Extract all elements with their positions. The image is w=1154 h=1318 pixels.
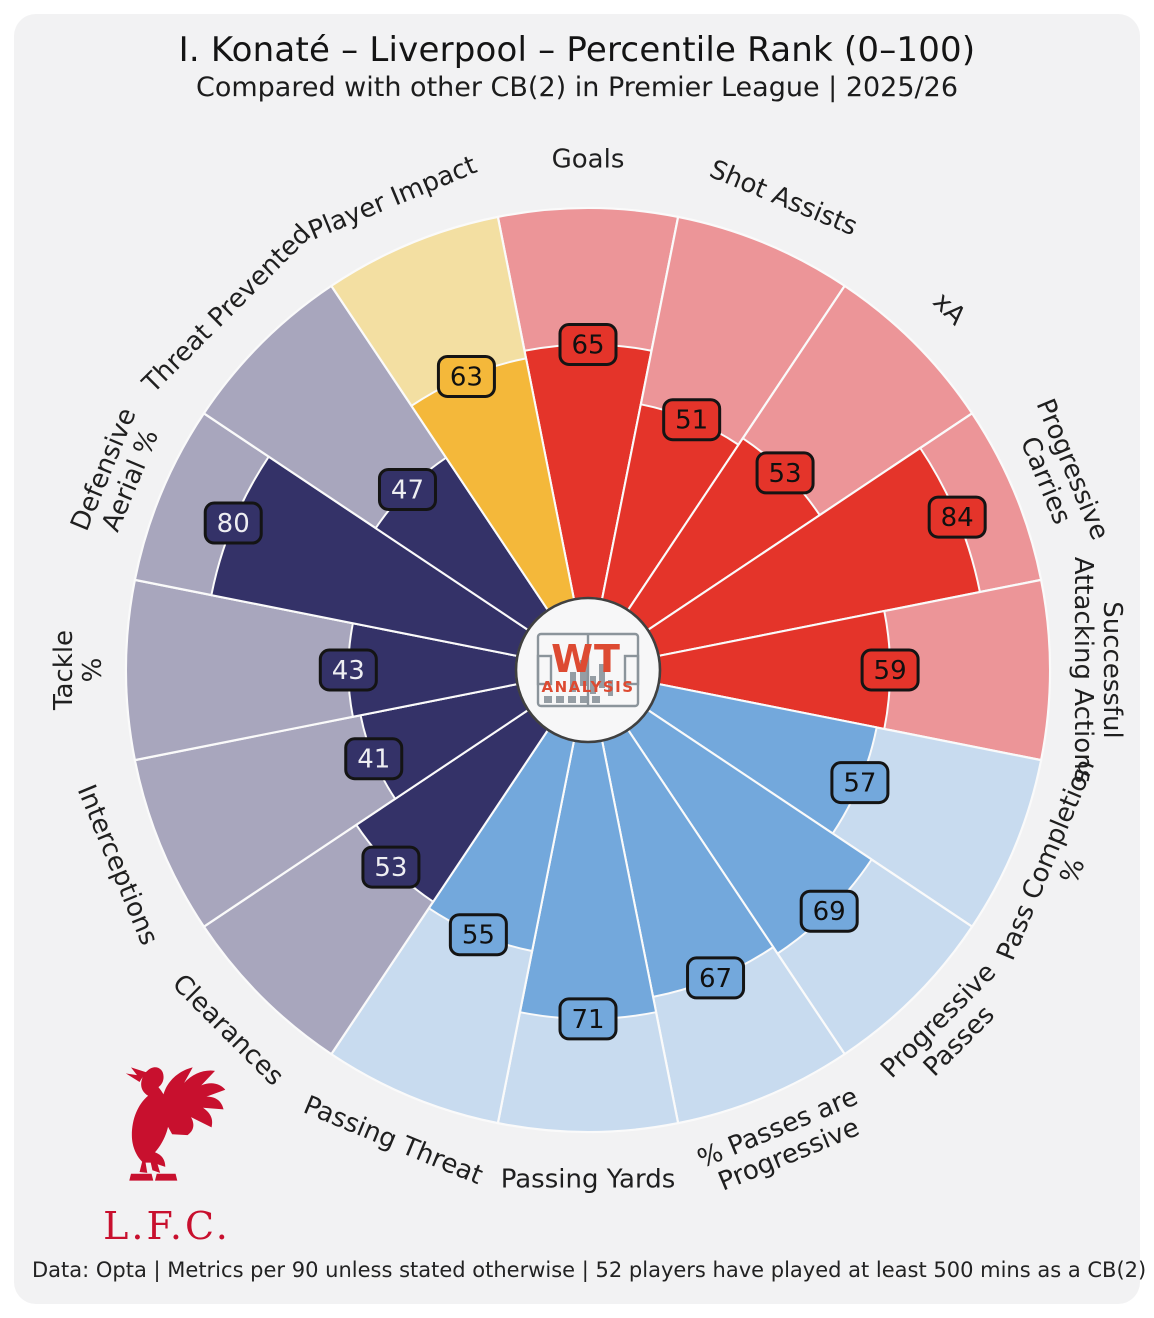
badge-value: 53 (374, 853, 407, 883)
value-badge: 47 (377, 467, 437, 511)
slice-passing-yards (496, 739, 680, 1134)
badge-value: 51 (675, 406, 708, 436)
badge-box (361, 845, 421, 889)
badge-value: 55 (462, 921, 495, 951)
metric-label: Tackle% (49, 630, 108, 711)
badge-box (448, 913, 508, 957)
wt-analysis-wordmark: ANALYSIS (541, 678, 634, 696)
badge-value: 80 (217, 509, 250, 539)
value-badge: 65 (558, 323, 618, 366)
badge-box (927, 495, 987, 539)
badge-value: 53 (769, 459, 802, 489)
badge-box (344, 737, 404, 781)
pitch-icon (536, 632, 640, 708)
badge-box (799, 889, 859, 933)
badge-box (436, 354, 496, 398)
value-badge: 41 (344, 737, 404, 781)
badge-value: 71 (571, 1005, 604, 1035)
slice-player-impact (330, 215, 576, 612)
lfc-crest: L.F.C. (92, 1062, 242, 1248)
skyline-bars (544, 660, 613, 703)
badge-value: 63 (450, 362, 483, 392)
slice-defensive-aerial (133, 412, 530, 658)
badge-box (318, 648, 378, 692)
badge-box (686, 956, 746, 1000)
value-badge: 55 (448, 913, 508, 957)
badge-value: 84 (941, 503, 974, 533)
liver-bird-icon (125, 1067, 226, 1181)
wt-wordmark: WT (551, 637, 621, 681)
metric-label: SuccessfulAttacking Actions (1069, 557, 1128, 783)
badge-box (755, 451, 815, 495)
value-badge: 51 (662, 398, 722, 442)
value-badge: 71 (558, 997, 618, 1041)
badge-value: 57 (843, 769, 876, 799)
value-badge: 84 (927, 495, 987, 539)
badge-box (830, 761, 890, 805)
badge-box (558, 323, 618, 366)
value-badge: 69 (799, 889, 859, 933)
value-badge: 53 (361, 845, 421, 889)
footer-note: Data: Opta | Metrics per 90 unless state… (32, 1258, 1147, 1282)
badge-box (377, 467, 437, 511)
badge-box (558, 997, 618, 1041)
metric-label: Goals (552, 145, 625, 175)
value-badge: 80 (203, 501, 263, 545)
badge-box (662, 398, 722, 442)
value-badge: 63 (436, 354, 496, 398)
badge-value: 69 (813, 897, 846, 927)
value-badge: 57 (830, 761, 890, 805)
badge-value: 43 (332, 656, 365, 686)
badge-box (203, 501, 263, 545)
lfc-initials: L.F.C. (103, 1204, 231, 1248)
badge-box (860, 648, 920, 692)
badge-value: 41 (357, 745, 390, 775)
badge-value: 59 (874, 656, 907, 686)
page-title: I. Konaté – Liverpool – Percentile Rank … (178, 30, 976, 70)
badge-value: 65 (571, 331, 604, 361)
metric-label: Passing Yards (501, 1165, 676, 1195)
value-badge: 59 (860, 648, 920, 692)
badge-value: 67 (699, 964, 732, 994)
metric-label: xA (927, 287, 972, 332)
value-badge: 67 (686, 956, 746, 1000)
page-subtitle: Compared with other CB(2) in Premier Lea… (195, 72, 958, 103)
value-badge: 53 (755, 451, 815, 495)
value-badge: 43 (318, 648, 378, 692)
badge-value: 47 (391, 475, 424, 505)
value-badges: 65 51 53 84 59 57 69 67 71 55 53 41 43 80 47 63 (203, 323, 987, 1041)
